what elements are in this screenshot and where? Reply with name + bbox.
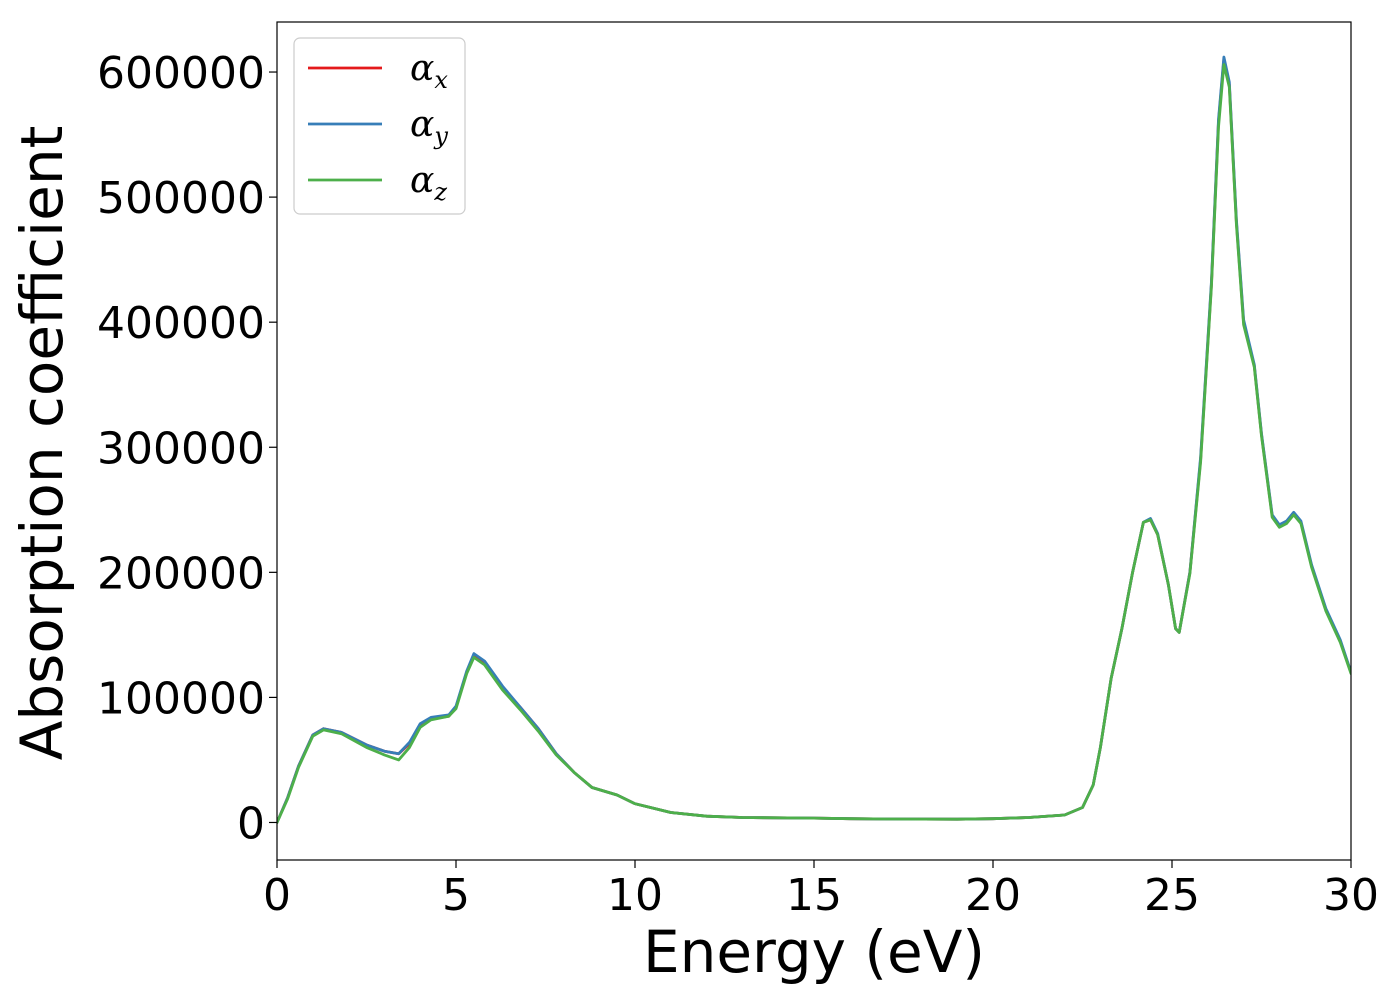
x-tick-label: 0: [263, 870, 291, 921]
x-axis: 0 5 10 15 20 25 30: [263, 860, 1379, 921]
y-tick-label: 100000: [97, 673, 265, 724]
legend-box: [293, 37, 466, 215]
y-tick-label: 0: [237, 798, 265, 849]
y-tick-label: 600000: [97, 48, 265, 99]
x-tick-label: 5: [442, 870, 470, 921]
x-tick-label: 20: [965, 870, 1021, 921]
y-tick-label: 500000: [97, 173, 265, 224]
y-tick-label: 200000: [97, 548, 265, 599]
x-tick-label: 25: [1144, 870, 1200, 921]
x-axis-label: Energy (eV): [643, 918, 985, 986]
x-tick-label: 15: [786, 870, 842, 921]
legend-label-y: αy: [410, 104, 448, 150]
y-axis-label: Absorption coefficient: [8, 126, 76, 761]
y-tick-label: 300000: [97, 423, 265, 474]
y-axis: 0 100000 200000 300000 400000 500000 600000: [97, 48, 277, 849]
legend-label-z: αz: [410, 160, 447, 206]
series-line-z: [277, 63, 1351, 824]
legend: αx αy αz: [293, 37, 466, 215]
x-tick-label: 10: [607, 870, 663, 921]
series-layer: [277, 55, 1351, 824]
legend-label-x: αx: [410, 48, 448, 94]
x-tick-label: 30: [1323, 870, 1379, 921]
y-tick-label: 400000: [97, 298, 265, 349]
